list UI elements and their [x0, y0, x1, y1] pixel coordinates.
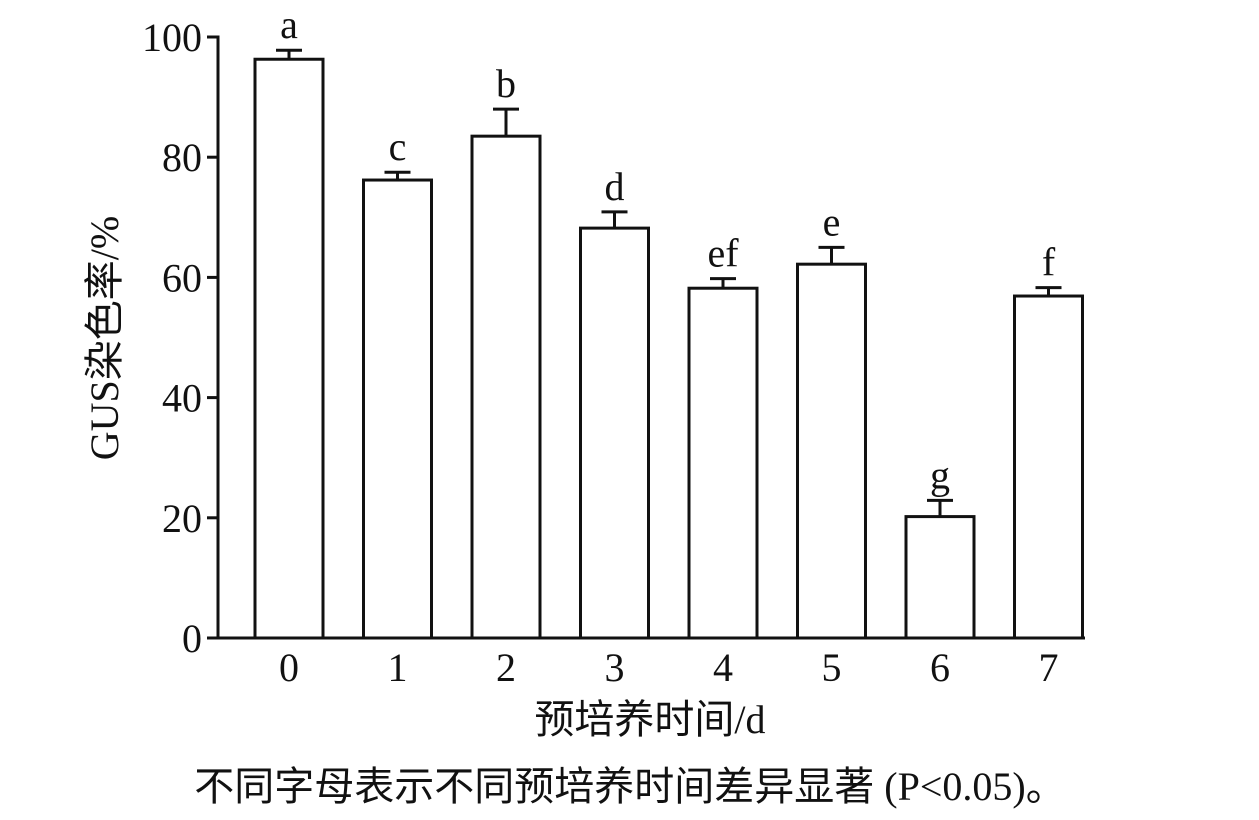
y-tick-label: 20 [162, 496, 202, 541]
bar-day-2 [470, 134, 542, 640]
bar-day-0 [253, 57, 325, 640]
x-tick-label: 5 [822, 645, 842, 690]
error-bars [276, 48, 1062, 517]
bars [253, 57, 1084, 640]
significance-label: d [605, 164, 625, 209]
bar-day-6 [904, 515, 976, 640]
y-axis: 0 20 40 60 80 100 [142, 15, 220, 661]
significance-label: b [496, 61, 516, 106]
bar-day-4 [687, 286, 759, 640]
x-tick-label: 4 [713, 645, 733, 690]
significance-label: e [823, 199, 841, 244]
x-tick-label: 6 [930, 645, 950, 690]
x-tick-label: 0 [279, 645, 299, 690]
significance-label: g [930, 452, 950, 497]
bar-day-3 [579, 226, 650, 640]
y-tick-label: 40 [162, 376, 202, 421]
x-tick-label: 1 [388, 645, 408, 690]
y-axis-title: GUS染色率/% [82, 216, 127, 460]
x-tick-label: 2 [496, 645, 516, 690]
x-tick-label: 7 [1039, 645, 1059, 690]
y-tick-label: 100 [142, 15, 202, 60]
y-tick-label: 80 [162, 135, 202, 180]
bar-day-7 [1013, 294, 1084, 640]
y-tick-label: 60 [162, 255, 202, 300]
figure-caption: 不同字母表示不同预培养时间差异显著 (P<0.05)。 [194, 764, 1065, 809]
significance-label: ef [707, 231, 739, 276]
significance-label: a [280, 2, 298, 47]
x-axis: 0 1 2 3 4 5 6 7 [216, 636, 1085, 690]
significance-labels: a c b d ef e g f [280, 2, 1056, 497]
x-axis-title: 预培养时间/d [534, 697, 765, 742]
significance-label: c [389, 124, 407, 169]
bar-day-1 [362, 178, 433, 640]
x-tick-label: 3 [605, 645, 625, 690]
y-tick-label: 0 [182, 616, 202, 661]
significance-label: f [1042, 240, 1056, 285]
bar-day-5 [796, 262, 867, 640]
